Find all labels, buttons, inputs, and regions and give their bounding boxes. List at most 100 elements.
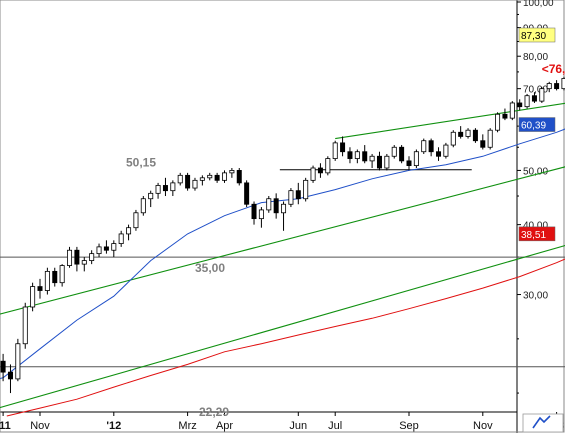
candle [192, 177, 198, 191]
candle-body [244, 182, 250, 205]
candle-body [428, 140, 434, 153]
candle-body [162, 185, 168, 192]
level-22-29-label: 22,29 [199, 405, 229, 419]
candle [96, 243, 102, 258]
ma-red-line [6, 258, 565, 417]
candles-group [0, 76, 565, 394]
candle [111, 240, 117, 258]
candle-body [554, 83, 560, 90]
candle [258, 207, 264, 228]
candle-body [170, 182, 176, 192]
candle [399, 145, 405, 164]
candle-body [81, 260, 87, 265]
candle-body [52, 270, 58, 284]
candle-body [207, 174, 213, 179]
candle [539, 86, 545, 103]
candle [7, 364, 13, 394]
candle-body [546, 83, 552, 90]
candle [354, 149, 360, 164]
x-tick-label: Sep [399, 420, 419, 432]
candle-body [436, 151, 442, 157]
candle [487, 128, 493, 150]
candle-body [561, 78, 565, 90]
candle-body [74, 249, 80, 265]
candle-body [15, 343, 21, 380]
candle-body [96, 246, 102, 255]
candle [37, 278, 43, 299]
candle [347, 147, 353, 164]
x-tick-label: Nov [473, 420, 493, 432]
candle [376, 151, 382, 171]
candle-body [258, 209, 264, 220]
x-tick-label: '12 [106, 420, 121, 432]
candle [413, 149, 419, 169]
candle [148, 190, 154, 208]
candle-body [340, 142, 346, 153]
candle-body [266, 198, 272, 211]
candle [465, 128, 471, 139]
candle [177, 172, 183, 186]
candle [273, 193, 279, 219]
candle [74, 246, 80, 272]
candle [236, 168, 242, 186]
candle-body [140, 198, 146, 214]
candle-body [30, 286, 36, 308]
y-tick-label: 70,00 [523, 85, 548, 96]
candle-body [177, 174, 183, 184]
candle [317, 163, 323, 178]
candle [207, 172, 213, 181]
last-price-tag-label: 87,30 [521, 31, 546, 42]
candle [295, 182, 301, 205]
candle [155, 182, 161, 199]
trend-channel-bottom [0, 244, 565, 409]
candle-body [421, 140, 427, 153]
support-35-label: 35,00 [195, 261, 225, 275]
chart-settings-icon[interactable] [522, 413, 564, 433]
candle-body [443, 144, 449, 157]
candle [15, 338, 21, 382]
candle-body [495, 113, 501, 131]
candle [340, 136, 346, 157]
candle [81, 257, 87, 272]
y-tick-label: 80,00 [523, 52, 548, 63]
resistance-label: 50,15 [126, 156, 156, 170]
candle [531, 92, 537, 103]
candle [502, 108, 508, 121]
candle-body [303, 179, 309, 200]
candle-body [399, 146, 405, 162]
candle [369, 153, 375, 169]
candle [443, 142, 449, 159]
candle-body [347, 151, 353, 159]
candle [266, 196, 272, 213]
candle-body [37, 286, 43, 291]
candle [126, 224, 132, 241]
candle [546, 81, 552, 93]
candle-body [406, 160, 412, 167]
candle-body [317, 167, 323, 174]
ma-red-tag-box [518, 226, 556, 242]
ma-red-tag-label: 38,51 [521, 230, 546, 241]
candle [458, 126, 464, 139]
candle [303, 177, 309, 202]
candle-body [22, 306, 28, 345]
trend-channel-mid [0, 166, 565, 315]
candle-body [472, 129, 478, 142]
candle-body [288, 190, 294, 205]
y-tick-label: 40,00 [523, 221, 548, 232]
last-price-tag-box [518, 27, 556, 43]
candle-body [295, 190, 301, 200]
ma-blue-tag-label: 60,39 [521, 121, 546, 132]
candle [281, 201, 287, 231]
candle [67, 246, 73, 268]
candle [384, 153, 390, 171]
candle [524, 93, 530, 109]
y-tick-label: 100,00 [523, 0, 554, 9]
candle-body [325, 158, 331, 174]
candle [221, 170, 227, 183]
candle-body [133, 212, 139, 229]
last-price-tag: 87,30 [518, 27, 556, 43]
candle-body [487, 129, 493, 148]
candle [428, 138, 434, 157]
